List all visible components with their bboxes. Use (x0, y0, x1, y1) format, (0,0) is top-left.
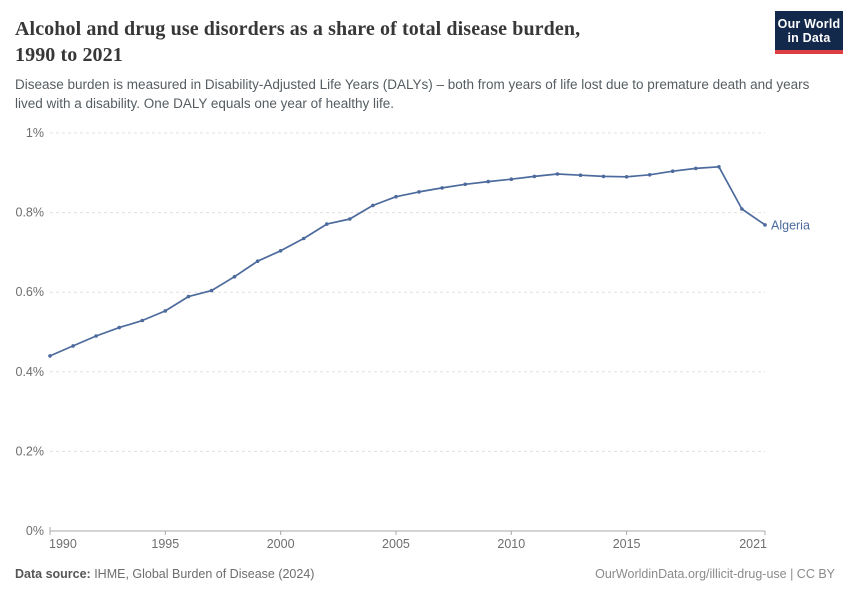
data-point (371, 203, 375, 208)
data-point (555, 172, 560, 176)
entity-label: Algeria (771, 218, 810, 232)
data-point (117, 325, 121, 330)
data-point (670, 169, 675, 173)
data-point (417, 190, 421, 194)
data-point (255, 259, 260, 264)
y-tick-label: 0.6% (16, 285, 45, 299)
data-point (440, 186, 444, 190)
page-title-line2: 1990 to 2021 (15, 44, 123, 66)
data-point (94, 334, 98, 338)
data-point (763, 223, 767, 227)
x-tick-label: 2005 (382, 537, 410, 551)
data-point (186, 294, 191, 299)
data-point (463, 182, 468, 187)
x-tick-label: 2015 (613, 537, 641, 551)
owid-logo-line2: in Data (787, 31, 831, 45)
data-point (394, 194, 398, 199)
data-point (71, 344, 75, 348)
data-point (209, 288, 214, 293)
data-point (601, 174, 606, 179)
data-source-note: Data source: IHME, Global Burden of Dise… (15, 567, 314, 581)
x-tick-label: 2000 (267, 537, 295, 551)
chart-subtitle-line1: Disease burden is measured in Disability… (15, 77, 747, 92)
chart-footer: Data source: IHME, Global Burden of Dise… (15, 567, 835, 581)
page-title: Alcohol and drug use disorders as a shar… (15, 16, 755, 68)
owid-logo[interactable]: Our World in Data (775, 11, 843, 54)
data-source-label: Data source: (15, 567, 91, 581)
chart-subtitle-line2: and years lived with a disability. One D… (15, 77, 810, 111)
page-title-line1: Alcohol and drug use disorders as a shar… (15, 18, 581, 40)
data-point (163, 309, 168, 313)
chart-canvas[interactable]: 0% 0.2% 0.4% 0.6% 0.8% 1% 1990 1995 2000 2005 2010… (0, 0, 850, 560)
data-point (740, 207, 744, 211)
x-tick-label: 2021 (739, 537, 767, 551)
data-point (694, 166, 698, 171)
x-tick-label: 2010 (497, 537, 525, 551)
data-point (647, 173, 652, 177)
y-tick-label: 0.8% (16, 206, 45, 220)
data-point (140, 318, 145, 323)
data-point (717, 165, 721, 169)
data-point (301, 236, 306, 241)
owid-cc-link[interactable]: OurWorldinData.org/illicit-drug-use | CC… (595, 567, 835, 581)
x-tick-label: 1990 (49, 537, 77, 551)
data-point (232, 274, 237, 279)
y-tick-label: 0.2% (16, 444, 45, 458)
data-point (325, 222, 329, 226)
data-point (348, 217, 352, 221)
data-point (578, 173, 583, 177)
chart-subtitle: Disease burden is measured in Disability… (15, 75, 833, 113)
data-point (509, 177, 514, 181)
data-source-value: IHME, Global Burden of Disease (2024) (90, 567, 315, 581)
series-line-algeria (49, 165, 766, 357)
owid-logo-line1: Our World (777, 17, 841, 31)
y-tick-label: 1% (26, 126, 44, 140)
data-point (486, 179, 491, 184)
y-tick-label: 0.4% (16, 365, 45, 379)
y-tick-label: 0% (26, 524, 44, 538)
x-tick-label: 1995 (151, 537, 179, 551)
data-point (532, 174, 537, 179)
data-point (48, 354, 52, 358)
data-point (624, 175, 629, 179)
data-point (278, 249, 283, 253)
